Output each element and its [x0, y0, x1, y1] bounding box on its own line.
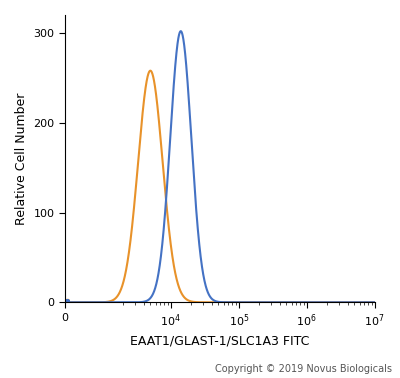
X-axis label: EAAT1/GLAST-1/SLC1A3 FITC: EAAT1/GLAST-1/SLC1A3 FITC — [130, 335, 310, 348]
Y-axis label: Relative Cell Number: Relative Cell Number — [15, 93, 28, 225]
Text: Copyright © 2019 Novus Biologicals: Copyright © 2019 Novus Biologicals — [215, 364, 392, 374]
